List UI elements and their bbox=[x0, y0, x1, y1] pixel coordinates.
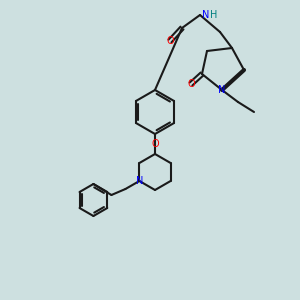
Text: N: N bbox=[202, 10, 209, 20]
Text: H: H bbox=[210, 10, 218, 20]
Text: O: O bbox=[166, 36, 174, 46]
Text: N: N bbox=[136, 176, 143, 186]
Text: O: O bbox=[187, 79, 195, 89]
Text: O: O bbox=[151, 139, 159, 149]
Text: N: N bbox=[218, 85, 226, 95]
